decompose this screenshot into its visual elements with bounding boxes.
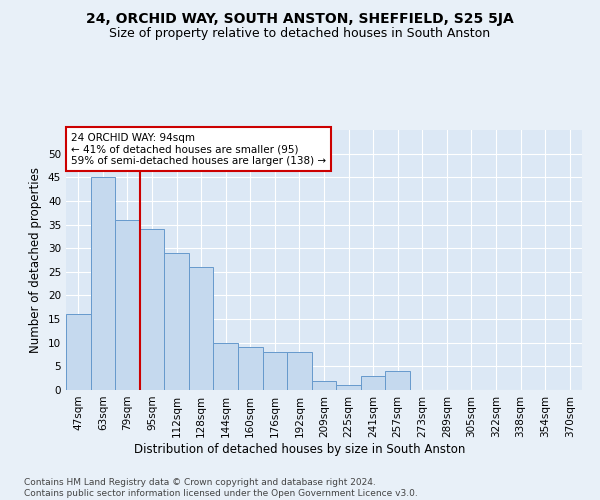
Y-axis label: Number of detached properties: Number of detached properties — [29, 167, 43, 353]
Bar — [140, 230, 164, 390]
Bar — [263, 352, 287, 390]
Bar — [115, 220, 140, 390]
Bar — [91, 178, 115, 390]
Bar — [336, 386, 361, 390]
Bar — [238, 348, 263, 390]
Bar — [385, 371, 410, 390]
Bar — [312, 380, 336, 390]
Text: Distribution of detached houses by size in South Anston: Distribution of detached houses by size … — [134, 442, 466, 456]
Text: 24 ORCHID WAY: 94sqm
← 41% of detached houses are smaller (95)
59% of semi-detac: 24 ORCHID WAY: 94sqm ← 41% of detached h… — [71, 132, 326, 166]
Bar — [164, 253, 189, 390]
Text: 24, ORCHID WAY, SOUTH ANSTON, SHEFFIELD, S25 5JA: 24, ORCHID WAY, SOUTH ANSTON, SHEFFIELD,… — [86, 12, 514, 26]
Bar — [66, 314, 91, 390]
Bar — [287, 352, 312, 390]
Bar — [214, 342, 238, 390]
Bar — [189, 267, 214, 390]
Text: Size of property relative to detached houses in South Anston: Size of property relative to detached ho… — [109, 28, 491, 40]
Bar — [361, 376, 385, 390]
Text: Contains HM Land Registry data © Crown copyright and database right 2024.
Contai: Contains HM Land Registry data © Crown c… — [24, 478, 418, 498]
